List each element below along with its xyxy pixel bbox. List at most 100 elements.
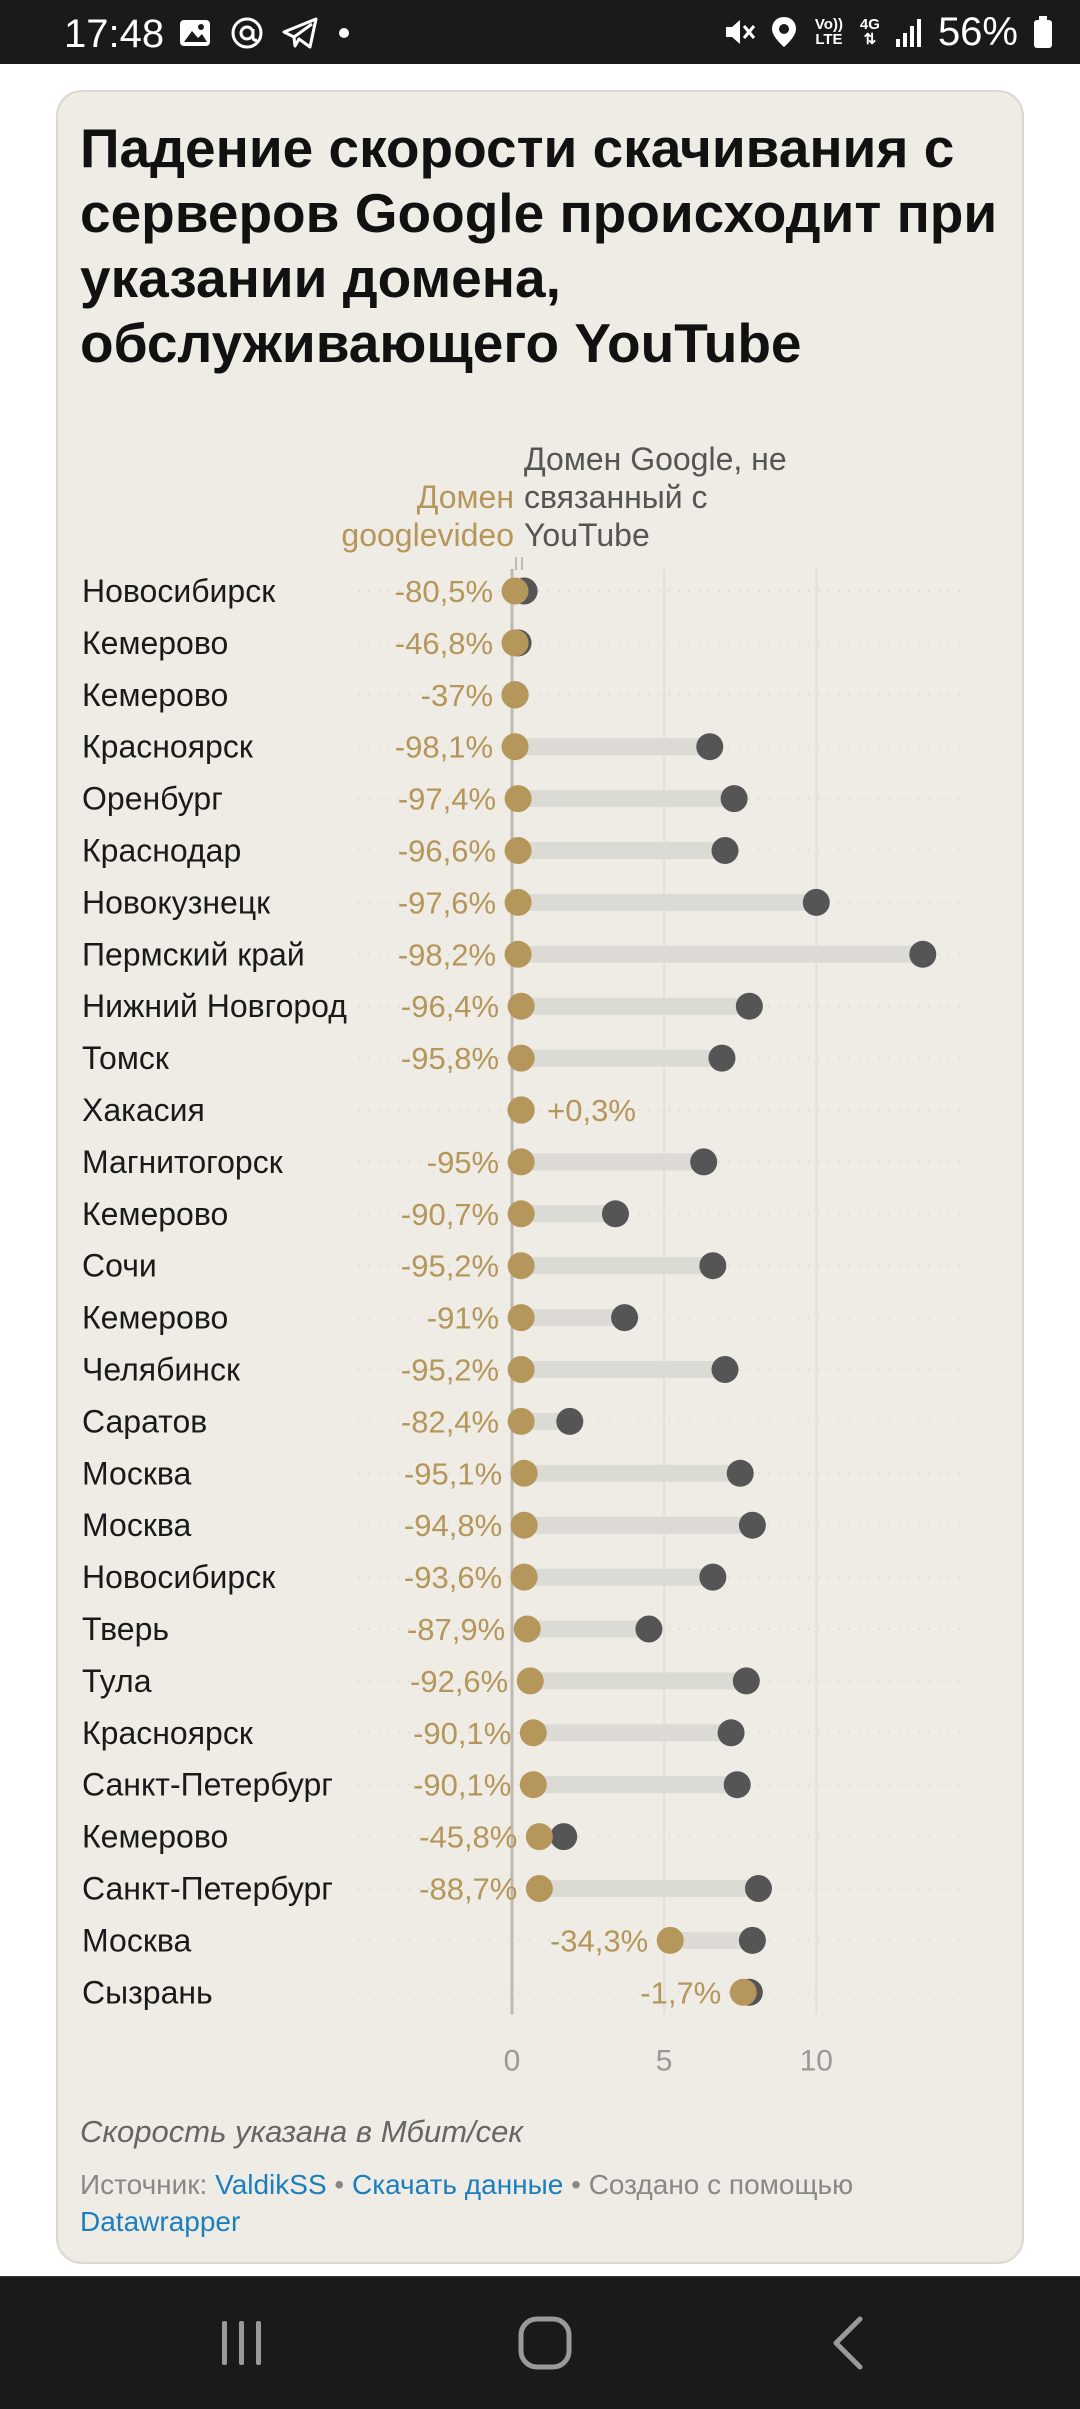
google-dot <box>611 1304 639 1332</box>
percent-label: -95,1% <box>404 1456 502 1491</box>
percent-label: -45,8% <box>419 1820 517 1855</box>
chart-title: Падение скорости скачивания с серверов G… <box>80 117 998 374</box>
googlevideo-dot <box>519 1771 547 1799</box>
googlevideo-dot <box>510 1459 538 1487</box>
city-label: Новосибирск <box>82 573 276 609</box>
telegram-icon <box>282 17 318 49</box>
volte-icon: Vo)) LTE <box>814 16 843 48</box>
city-label: Саратов <box>82 1403 207 1439</box>
google-dot <box>550 1823 578 1851</box>
datawrapper-link[interactable]: Datawrapper <box>80 2206 241 2237</box>
google-dot <box>909 940 937 968</box>
city-label: Кемерово <box>82 625 228 661</box>
percent-label: -88,7% <box>419 1872 517 1907</box>
googlevideo-dot <box>501 629 529 657</box>
city-label: Москва <box>82 1922 191 1958</box>
google-dot <box>696 733 724 761</box>
city-label: Сочи <box>82 1248 157 1284</box>
chart-footer: Источник: ValdikSS • Скачать данные • Со… <box>80 2166 1010 2240</box>
city-label: Оренбург <box>82 781 223 817</box>
city-label: Краснодар <box>82 833 241 869</box>
signal-icon <box>895 19 921 47</box>
city-label: Кемерово <box>82 1300 228 1336</box>
google-dot <box>556 1407 584 1435</box>
home-button[interactable] <box>515 2315 575 2371</box>
googlevideo-dot <box>501 577 529 605</box>
navigation-bar <box>0 2276 1080 2409</box>
googlevideo-dot <box>525 1823 553 1851</box>
x-tick-label: 10 <box>800 2044 833 2077</box>
google-dot <box>717 1719 745 1747</box>
recent-apps-button[interactable] <box>212 2315 272 2371</box>
city-label: Москва <box>82 1507 191 1543</box>
googlevideo-dot <box>507 1304 535 1332</box>
source-prefix: Источник: <box>80 2169 208 2200</box>
percent-label: -97,6% <box>398 885 496 920</box>
googlevideo-dot <box>510 1511 538 1539</box>
google-dot <box>711 837 739 864</box>
legend-google-domain: Домен Google, не связанный с YouTube <box>524 441 787 553</box>
battery-icon <box>1034 16 1052 48</box>
city-label: Хакасия <box>82 1092 205 1128</box>
city-label: Челябинск <box>82 1352 241 1388</box>
google-dot <box>699 1252 727 1280</box>
back-button[interactable] <box>818 2315 878 2371</box>
download-data-link[interactable]: Скачать данные <box>352 2169 564 2200</box>
percent-label: -95,2% <box>401 1353 499 1388</box>
city-label: Кемерово <box>82 1196 228 1232</box>
percent-label: -46,8% <box>395 626 493 661</box>
googlevideo-dot <box>507 992 535 1020</box>
googlevideo-dot <box>501 681 529 709</box>
city-label: Тверь <box>82 1611 169 1647</box>
google-dot <box>732 1667 760 1695</box>
chart-card: Падение скорости скачивания с серверов G… <box>56 90 1024 2264</box>
google-dot <box>711 1356 739 1383</box>
percent-label: -87,9% <box>407 1612 505 1647</box>
status-bar: 17:48 Vo)) LTE 4G <box>0 0 1080 64</box>
googlevideo-dot <box>510 1563 538 1591</box>
percent-label: +0,3% <box>547 1093 636 1128</box>
googlevideo-dot <box>507 1148 535 1176</box>
percent-label: -90,1% <box>413 1768 511 1803</box>
percent-label: -96,4% <box>401 989 499 1024</box>
googlevideo-dot <box>519 1719 547 1747</box>
mute-icon <box>725 20 756 44</box>
made-with-text: Создано с помощью <box>588 2169 854 2200</box>
google-dot <box>690 1148 718 1176</box>
googlevideo-dot <box>504 837 532 864</box>
googlevideo-dot <box>504 785 532 813</box>
percent-label: -34,3% <box>550 1923 648 1958</box>
city-label: Пермский край <box>82 936 305 972</box>
percent-label: -93,6% <box>404 1560 502 1595</box>
googlevideo-dot <box>501 733 529 761</box>
city-label: Красноярск <box>82 729 254 765</box>
city-label: Кемерово <box>82 677 228 713</box>
percent-label: -80,5% <box>395 574 493 609</box>
separator: • <box>571 2169 581 2200</box>
google-dot <box>738 1511 766 1539</box>
google-dot <box>720 785 748 813</box>
status-right: Vo)) LTE 4G ⇅ 56% <box>722 10 1054 54</box>
googlevideo-dot <box>507 1200 535 1228</box>
location-icon <box>771 17 796 47</box>
percent-label: -82,4% <box>401 1404 499 1439</box>
percent-label: -96,6% <box>398 834 496 869</box>
google-dot <box>708 1044 736 1072</box>
source-link[interactable]: ValdikSS <box>215 2169 327 2200</box>
at-icon <box>231 17 263 49</box>
google-dot <box>744 1875 772 1902</box>
google-dot <box>738 1926 766 1954</box>
legend-googlevideo-domain: Домен googlevideo <box>341 479 514 553</box>
city-label: Санкт-Петербург <box>82 1871 333 1907</box>
googlevideo-dot <box>525 1875 553 1902</box>
x-tick-label: 0 <box>504 2044 521 2077</box>
battery-percent: 56% <box>937 9 1018 54</box>
googlevideo-dot <box>504 888 532 916</box>
status-time: 17:48 <box>64 12 165 56</box>
percent-label: -1,7% <box>640 1975 721 2010</box>
status-left-icons <box>178 16 352 50</box>
city-label: Новосибирск <box>82 1559 276 1595</box>
image-icon <box>180 20 210 46</box>
google-dot <box>802 888 830 916</box>
googlevideo-dot <box>507 1044 535 1072</box>
